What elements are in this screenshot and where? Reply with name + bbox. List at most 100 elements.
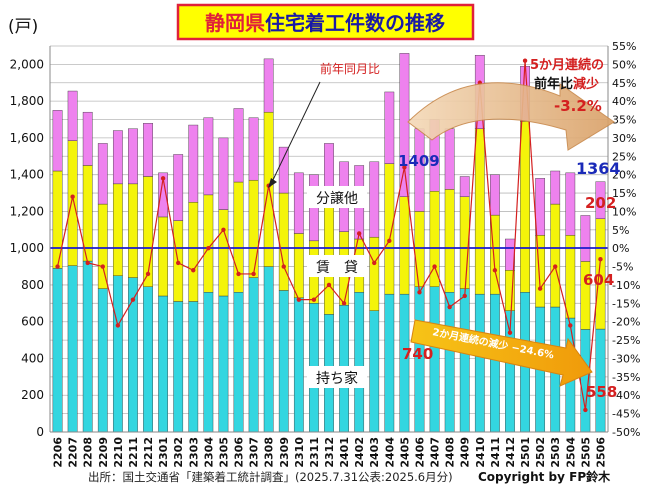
bar-2210-series-0 xyxy=(112,275,123,433)
bar-2209-series-2 xyxy=(97,143,108,205)
y2-tick-label-7: -15% xyxy=(612,297,640,310)
y2-tick-label-15: 25% xyxy=(612,150,636,163)
x-tick-label-2310: 2310 xyxy=(293,437,306,468)
bar-2305-series-1 xyxy=(218,209,229,297)
bar-2308-series-1 xyxy=(263,111,274,267)
bar-2501-series-1 xyxy=(520,121,530,293)
callout-line2-b: 減少 xyxy=(573,76,599,92)
yoy-point-2411 xyxy=(492,268,498,273)
bar-2411-series-0 xyxy=(490,293,500,433)
bar-2408-series-0 xyxy=(444,292,455,433)
bar-2405-series-0 xyxy=(399,293,410,433)
yoy-point-2503 xyxy=(553,264,558,269)
x-tick-label-2207: 2207 xyxy=(67,437,80,468)
y2-tick-label-0: -50% xyxy=(612,426,640,439)
yoy-point-2312 xyxy=(326,282,332,288)
bar-2410-series-0 xyxy=(474,293,485,433)
bar-2308-series-0 xyxy=(263,266,274,433)
x-tick-label-2302: 2302 xyxy=(172,437,185,468)
x-tick-label-2210: 2210 xyxy=(112,437,125,468)
bar-2309-series-1 xyxy=(278,192,289,291)
x-tick-label-2211: 2211 xyxy=(127,437,140,468)
label-bunjo: 分譲他 xyxy=(307,186,367,208)
yoy-point-2407 xyxy=(432,264,437,269)
y-tick-label-4: 800 xyxy=(21,278,44,292)
bar-2408-series-1 xyxy=(444,189,455,293)
yoy-point-2305 xyxy=(221,227,226,233)
yoy-line xyxy=(55,58,603,413)
bar-2406-series-2 xyxy=(414,128,425,212)
bar-2406-series-1 xyxy=(414,211,425,287)
bar-2310-series-1 xyxy=(293,233,304,299)
x-tick-label-2403: 2403 xyxy=(368,437,381,468)
yoy-point-2403 xyxy=(372,260,377,266)
yoy-point-2505 xyxy=(583,407,588,413)
x-tick-label-2306: 2306 xyxy=(233,437,246,468)
x-tick-label-2301: 2301 xyxy=(157,437,170,468)
x-tick-label-2305: 2305 xyxy=(217,437,230,468)
yoy-point-2206 xyxy=(55,264,60,269)
yoy-point-2209 xyxy=(100,264,105,269)
x-tick-label-2208: 2208 xyxy=(82,437,95,468)
line-legend-label: 前年同月比 xyxy=(320,61,380,76)
x-tick-label-2408: 2408 xyxy=(444,437,457,468)
yoy-point-2303 xyxy=(191,268,196,273)
x-tick-label-2505: 2505 xyxy=(579,437,592,468)
yoy-point-2306 xyxy=(236,271,241,277)
bar-2206-series-2 xyxy=(52,110,63,172)
callout-pct: -3.2% xyxy=(554,97,602,115)
y-tick-label-6: 1,200 xyxy=(10,204,44,218)
y-tick-label-0: 0 xyxy=(36,425,44,439)
value-1364: 1364 xyxy=(576,159,621,178)
bar-2301-series-1 xyxy=(158,216,168,297)
yoy-point-2406 xyxy=(417,290,422,295)
y2-tick-label-8: -10% xyxy=(612,279,640,292)
x-tick-label-2411: 2411 xyxy=(489,437,502,468)
title-box xyxy=(176,3,475,41)
bar-2207-series-2 xyxy=(67,90,78,141)
yoy-point-2408 xyxy=(447,304,452,310)
value-1409: 1409 xyxy=(398,152,440,170)
value-202: 202 xyxy=(585,194,616,212)
x-tick-label-2406: 2406 xyxy=(413,437,426,468)
callout-line2-a: 前年比 xyxy=(534,76,573,92)
label-mochiie-text: 持ち家 xyxy=(316,370,358,387)
y-tick-label-3: 600 xyxy=(21,315,44,329)
bar-2309-series-0 xyxy=(278,290,289,433)
bar-2207-series-1 xyxy=(67,140,78,266)
bar-2408-series-2 xyxy=(444,128,455,190)
x-tick-label-2209: 2209 xyxy=(97,437,110,468)
value-604: 604 xyxy=(583,271,614,289)
bar-2404-series-0 xyxy=(384,293,395,433)
bar-2405-series-1 xyxy=(399,196,410,295)
bar-2306-series-0 xyxy=(233,292,244,433)
bar-2211-series-1 xyxy=(128,183,138,278)
y-tick-label-10: 2,000 xyxy=(10,57,44,71)
bar-2404-series-1 xyxy=(384,163,395,295)
yoy-point-2409 xyxy=(462,293,467,299)
yoy-point-2405 xyxy=(402,165,407,170)
value-740: 740 xyxy=(402,345,433,363)
y2-tick-label-21: 55% xyxy=(612,40,636,53)
bar-2305-series-2 xyxy=(218,137,229,210)
title-rest: 住宅着工件数の推移 xyxy=(265,11,445,35)
bar-2503-series-2 xyxy=(550,170,561,205)
bar-2409-series-0 xyxy=(459,288,470,433)
y2-tick-label-3: -35% xyxy=(612,371,640,384)
y2-tick-label-2: -40% xyxy=(612,389,640,402)
x-tick-label-2503: 2503 xyxy=(549,437,562,468)
y2-tick-label-10: 0% xyxy=(612,242,629,255)
label-bunjo-box xyxy=(307,186,367,208)
x-tick-label-2504: 2504 xyxy=(564,437,577,468)
y-tick-label-2: 400 xyxy=(21,351,44,365)
bar-2302-series-0 xyxy=(173,301,184,433)
bar-2209-series-1 xyxy=(97,203,108,289)
bar-2410-series-1 xyxy=(474,128,485,295)
bar-2210-series-1 xyxy=(112,183,123,276)
bar-2303-series-2 xyxy=(188,124,199,203)
x-tick-label-2312: 2312 xyxy=(323,437,336,468)
y2-tick-label-5: -25% xyxy=(612,334,640,347)
callout-line1: 5か月連続の xyxy=(530,57,604,73)
bar-2403-series-2 xyxy=(369,161,380,238)
bar-2304-series-0 xyxy=(203,292,214,433)
